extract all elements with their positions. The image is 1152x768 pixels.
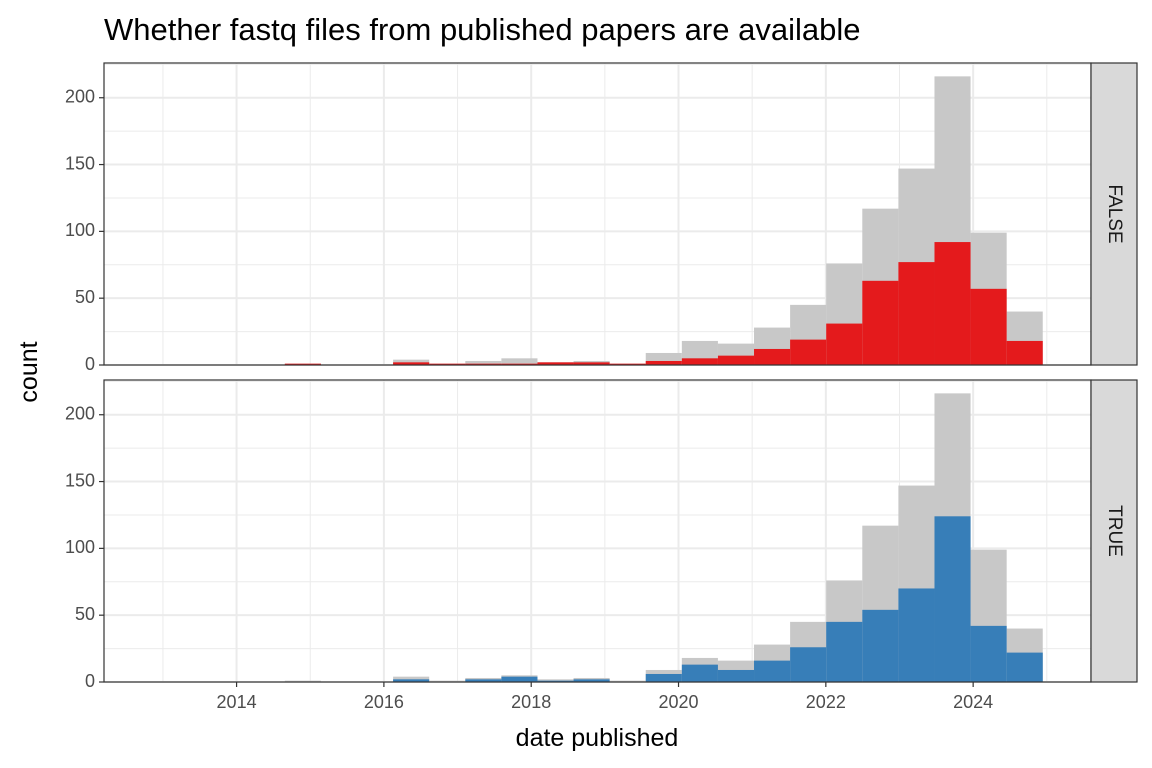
strip-box — [1090, 62, 1138, 366]
series-bar — [934, 516, 971, 682]
y-tick-label: 0 — [85, 354, 95, 374]
series-bar — [826, 621, 863, 682]
series-bar — [898, 262, 935, 365]
x-tick-label: 2022 — [806, 692, 846, 712]
x-axis: 2014 2016 2018 2020 2022 2024 — [217, 682, 993, 712]
series-bar — [970, 288, 1007, 365]
total-bar — [501, 358, 538, 365]
series-bar — [717, 355, 755, 365]
series-bar — [790, 339, 827, 365]
series-bar — [501, 676, 538, 682]
series-bar — [862, 609, 899, 682]
panel-true: TRUE 0 50 100 150 200 — [65, 379, 1138, 691]
series-bar — [934, 242, 971, 365]
y-axis-title: count — [15, 341, 43, 402]
y-tick-label: 50 — [75, 604, 95, 624]
y-tick-label: 50 — [75, 287, 95, 307]
series-bar — [429, 363, 466, 365]
series-bar — [790, 647, 827, 682]
y-tick-label: 150 — [65, 153, 95, 173]
total-bar — [429, 680, 466, 682]
x-tick-label: 2014 — [217, 692, 257, 712]
series-bar — [284, 363, 321, 365]
series-bar — [645, 360, 682, 365]
series-bar — [1006, 340, 1043, 365]
y-tick-label: 100 — [65, 220, 95, 240]
series-bar — [681, 358, 718, 365]
series-bar — [393, 679, 430, 682]
series-bar — [393, 362, 430, 365]
series-bar — [537, 680, 574, 682]
total-bar — [393, 676, 430, 682]
y-tick-label: 150 — [65, 470, 95, 490]
x-tick-label: 2016 — [364, 692, 404, 712]
series-bar — [465, 363, 502, 365]
series-bar — [898, 588, 935, 682]
y-tick-label: 0 — [85, 671, 95, 691]
series-bar — [573, 362, 610, 365]
series-bar — [754, 660, 791, 682]
series-bar — [609, 363, 646, 365]
series-bar — [754, 348, 791, 365]
x-tick-label: 2018 — [511, 692, 551, 712]
series-bar — [717, 669, 755, 682]
total-bar — [609, 680, 646, 682]
x-tick-label: 2024 — [953, 692, 993, 712]
series-bar — [970, 625, 1007, 682]
series-bar — [465, 679, 502, 682]
series-bar — [826, 323, 863, 365]
series-bar — [501, 363, 538, 365]
total-bar — [465, 360, 502, 365]
strip-box — [1090, 379, 1138, 683]
total-bar — [284, 680, 321, 682]
series-bar — [681, 664, 718, 682]
strip-label: FALSE — [1104, 184, 1125, 243]
x-tick-label: 2020 — [658, 692, 698, 712]
series-bar — [537, 362, 574, 365]
y-tick-label: 100 — [65, 537, 95, 557]
panel-false: FALSE 0 50 100 150 200 — [65, 62, 1138, 374]
series-bar — [645, 673, 682, 682]
series-bar — [862, 280, 899, 365]
y-tick-label: 200 — [65, 86, 95, 106]
y-tick-label: 200 — [65, 403, 95, 423]
strip-label: TRUE — [1104, 505, 1125, 557]
x-axis-title: date published — [516, 724, 679, 752]
chart-title: Whether fastq files from published paper… — [104, 12, 860, 47]
series-bar — [1006, 652, 1043, 682]
series-bar — [573, 679, 610, 682]
